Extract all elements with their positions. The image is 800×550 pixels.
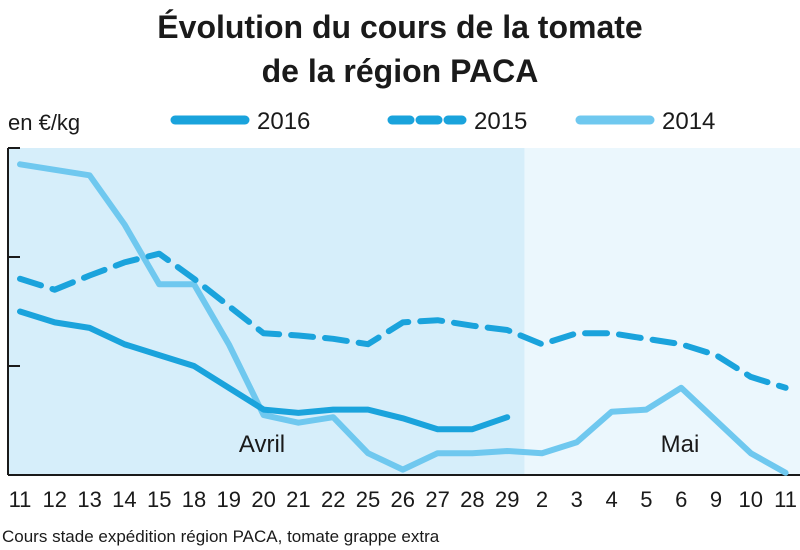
y-axis-unit: en €/kg	[8, 110, 80, 135]
x-tick-label: 28	[460, 487, 484, 512]
x-tick-label: 11	[774, 487, 797, 512]
legend-label-2014: 2014	[662, 108, 715, 135]
plot-area: Avril Mai 11 12 13 14 15 18 19 20 21 22 25 26 27 28 29 2 3…	[7, 147, 800, 512]
series-line-2014	[17, 161, 789, 476]
x-tick-label: 5	[640, 487, 652, 512]
x-tick-label: 18	[182, 487, 206, 512]
series-line-2016	[17, 308, 511, 433]
month-label-avril: Avril	[239, 431, 285, 458]
x-tick-label: 19	[217, 487, 241, 512]
month-band-avril	[8, 148, 525, 475]
x-tick-label: 15	[147, 487, 171, 512]
x-tick-label: 10	[739, 487, 763, 512]
x-tick-label: 25	[356, 487, 380, 512]
x-tick-label: 11	[9, 487, 32, 512]
source-note: Cours stade expédition région PACA, toma…	[2, 527, 440, 546]
x-tick-label: 13	[77, 487, 101, 512]
x-tick-label: 20	[251, 487, 275, 512]
x-tick-label: 29	[495, 487, 519, 512]
legend-label-2016: 2016	[257, 108, 310, 135]
x-tick-label: 3	[571, 487, 583, 512]
x-tick-label: 27	[425, 487, 449, 512]
x-tick-label: 22	[321, 487, 345, 512]
x-tick-label: 2	[536, 487, 548, 512]
legend: 2016 2015 2014	[170, 108, 715, 135]
chart-title-line-1: Évolution du cours de la tomate	[157, 9, 642, 45]
x-tick-label: 6	[675, 487, 687, 512]
x-tick-label: 4	[605, 487, 617, 512]
series-line-2015	[17, 250, 789, 391]
x-tick-label: 12	[43, 487, 67, 512]
chart-title-line-2: de la région PACA	[262, 53, 539, 89]
legend-label-2015: 2015	[474, 108, 527, 135]
month-band-mai	[524, 148, 800, 475]
x-tick-label: 9	[710, 487, 722, 512]
x-tick-label: 14	[112, 487, 136, 512]
x-tick-label: 21	[286, 487, 310, 512]
x-tick-label: 26	[391, 487, 415, 512]
month-label-mai: Mai	[661, 431, 700, 458]
